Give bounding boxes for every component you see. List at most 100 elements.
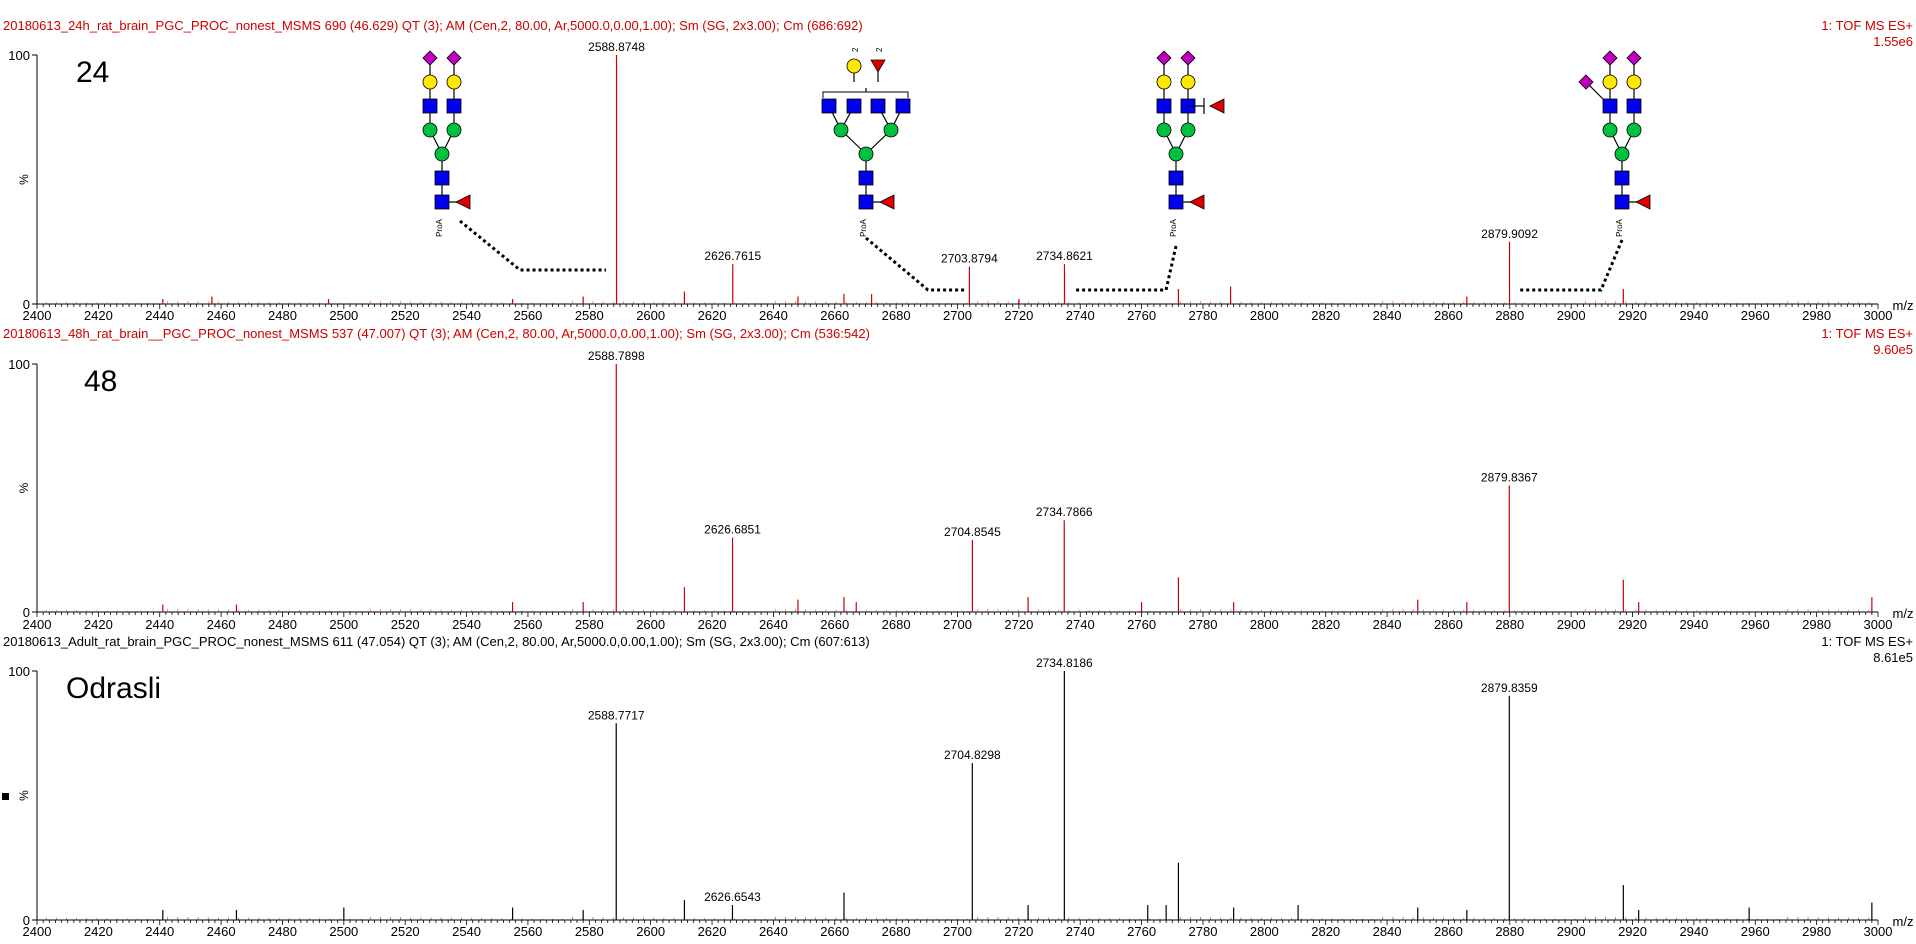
sialic-acid-diamond	[1578, 74, 1594, 90]
x-tick-label: 2420	[84, 924, 113, 939]
x-tick-label: 2460	[207, 924, 236, 939]
x-tick-label: 2680	[882, 924, 911, 939]
y-percent-label: %	[17, 174, 31, 185]
galactose-circle	[446, 74, 462, 90]
fucose-triangle	[870, 59, 886, 73]
multiplier-2: 2	[851, 47, 860, 52]
x-tick-label: 2820	[1311, 308, 1340, 323]
galactose-circle	[1626, 74, 1642, 90]
glycan-structures: ProA ProA ProA ProA 2 2	[422, 47, 1651, 292]
x-tick-label: 2640	[759, 308, 788, 323]
x-tick-label: 2960	[1741, 308, 1770, 323]
fucose-triangle	[455, 194, 471, 210]
x-tick-label: 2660	[820, 617, 849, 632]
peak-label: 2626.6543	[704, 890, 761, 904]
sialic-acid-diamond	[1626, 50, 1642, 66]
x-tick-label: 2740	[1066, 308, 1095, 323]
x-tick-label: 2600	[636, 617, 665, 632]
x-tick-label: 2680	[882, 308, 911, 323]
sample-label: Odrasli	[66, 672, 161, 705]
x-tick-label: 3000	[1864, 308, 1893, 323]
antenna-bracket	[822, 91, 909, 98]
x-tick-label: 2420	[84, 617, 113, 632]
proa-tag: ProA	[1615, 218, 1624, 236]
dotted-leader-4	[1520, 239, 1624, 292]
sample-label: 24	[76, 56, 109, 89]
x-tick-label: 2480	[268, 308, 297, 323]
mannose-circle	[1168, 146, 1184, 162]
x-tick-label: 2780	[1189, 308, 1218, 323]
proa-tag: ProA	[1169, 218, 1178, 236]
x-unit-label: m/z	[1893, 606, 1914, 621]
intensity-scale-label: 8.61e5	[1873, 650, 1913, 665]
x-tick-label: 2560	[513, 308, 542, 323]
mannose-circle	[446, 122, 462, 138]
x-tick-label: 2580	[575, 924, 604, 939]
mannose-circle	[1180, 122, 1196, 138]
peak-label: 2734.8621	[1036, 249, 1093, 263]
x-tick-label: 2460	[207, 308, 236, 323]
x-tick-label: 2560	[513, 617, 542, 632]
x-tick-label: 2940	[1679, 924, 1708, 939]
x-tick-label: 2480	[268, 617, 297, 632]
x-tick-label: 2860	[1434, 617, 1463, 632]
mannose-circle	[833, 122, 849, 138]
x-tick-label: 2520	[391, 617, 420, 632]
x-tick-label: 2420	[84, 308, 113, 323]
glcnac-square	[895, 98, 911, 114]
x-tick-label: 2900	[1557, 617, 1586, 632]
x-tick-label: 2700	[943, 617, 972, 632]
galactose-circle	[846, 58, 862, 74]
glcnac-square	[434, 170, 450, 186]
glcnac-square	[1156, 98, 1172, 114]
glcnac-square	[858, 170, 874, 186]
mannose-circle	[434, 146, 450, 162]
mannose-circle	[1626, 122, 1642, 138]
x-tick-label: 2940	[1679, 308, 1708, 323]
galactose-circle	[1180, 74, 1196, 90]
x-tick-label: 2740	[1066, 924, 1095, 939]
x-tick-label: 2860	[1434, 924, 1463, 939]
intensity-scale-label: 1.55e6	[1873, 34, 1913, 49]
x-tick-label: 2800	[1250, 308, 1279, 323]
proa-tag: ProA	[435, 218, 444, 236]
glcnac-square	[1626, 98, 1642, 114]
x-tick-label: 2880	[1495, 617, 1524, 632]
x-tick-label: 2920	[1618, 308, 1647, 323]
x-tick-label: 2440	[145, 308, 174, 323]
glcnac-square	[446, 98, 462, 114]
x-tick-label: 2460	[207, 617, 236, 632]
sialic-acid-diamond	[1602, 50, 1618, 66]
glcnac-square	[422, 98, 438, 114]
x-unit-label: m/z	[1893, 914, 1914, 929]
sialic-acid-diamond	[1156, 50, 1172, 66]
x-tick-label: 2480	[268, 924, 297, 939]
y-min-label: 0	[23, 605, 30, 620]
x-tick-label: 2840	[1373, 308, 1402, 323]
x-tick-label: 2400	[23, 308, 52, 323]
peak-label: 2879.8359	[1481, 681, 1538, 695]
x-tick-label: 2920	[1618, 617, 1647, 632]
x-tick-label: 2580	[575, 617, 604, 632]
x-tick-label: 2960	[1741, 617, 1770, 632]
intensity-scale-label: 9.60e5	[1873, 342, 1913, 357]
x-tick-label: 2440	[145, 924, 174, 939]
x-tick-label: 2980	[1802, 617, 1831, 632]
x-tick-label: 2440	[145, 617, 174, 632]
galactose-circle	[1602, 74, 1618, 90]
x-tick-label: 2600	[636, 924, 665, 939]
sialic-acid-diamond	[1180, 50, 1196, 66]
x-tick-label: 2720	[1004, 308, 1033, 323]
x-tick-label: 2780	[1189, 924, 1218, 939]
galactose-circle	[422, 74, 438, 90]
x-tick-label: 3000	[1864, 617, 1893, 632]
y-max-label: 100	[8, 357, 30, 372]
fucose-triangle	[1635, 194, 1651, 210]
x-tick-label: 2980	[1802, 308, 1831, 323]
y-max-label: 100	[8, 48, 30, 63]
x-tick-label: 2760	[1127, 617, 1156, 632]
peak-label: 2588.7898	[588, 349, 645, 363]
mannose-circle	[858, 146, 874, 162]
x-tick-label: 2500	[329, 924, 358, 939]
